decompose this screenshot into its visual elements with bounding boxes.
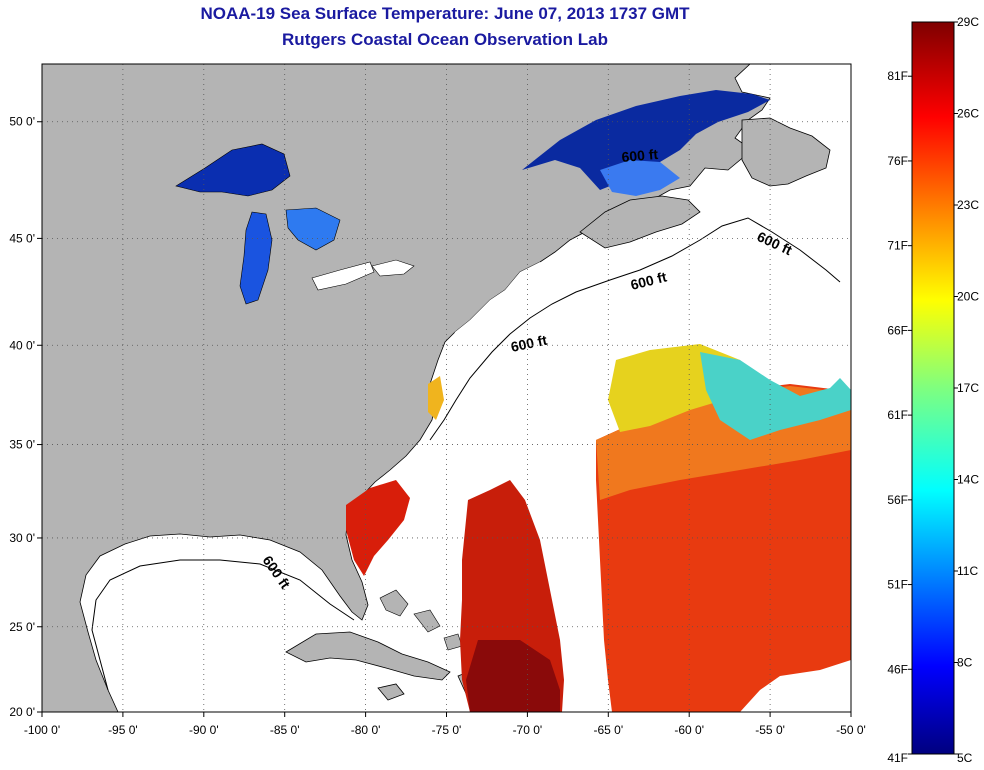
contour-label-mid-atlantic: 600 ft <box>509 332 548 355</box>
latitude-axis: 50 0' 45 0' 40 0' 35 0' 30 0' 25 0' 20 0' <box>9 115 42 719</box>
colorbar-celsius-label: 5C <box>957 751 973 765</box>
colorbar <box>911 21 955 755</box>
newfoundland-land <box>741 117 831 187</box>
lat-tick-label: 35 0' <box>9 438 35 452</box>
colorbar-ticks: 29C 26C 23C 20C 17C 14C 11C 8C 5C 81F 76F 71F 66F 61F… <box>887 15 979 765</box>
colorbar-fahrenheit-label: 76F <box>887 154 908 168</box>
lake-erie <box>311 261 375 291</box>
lon-tick-label: -50 0' <box>836 723 866 737</box>
lon-tick-label: -70 0' <box>513 723 543 737</box>
lon-tick-label: -55 0' <box>755 723 785 737</box>
sst-sargasso-darkred <box>466 640 560 712</box>
lake-huron <box>285 207 341 251</box>
lon-tick-label: -60 0' <box>674 723 704 737</box>
map-subtitle: Rutgers Coastal Ocean Observation Lab <box>282 30 608 49</box>
lat-tick-label: 45 0' <box>9 231 35 245</box>
colorbar-fahrenheit-label: 61F <box>887 408 908 422</box>
colorbar-celsius-label: 20C <box>957 290 979 304</box>
colorbar-fahrenheit-label: 66F <box>887 323 908 337</box>
lake-michigan <box>239 211 273 305</box>
sst-hatteras-yellow <box>428 376 444 420</box>
map-title: NOAA-19 Sea Surface Temperature: June 07… <box>200 4 690 23</box>
colorbar-celsius-label: 11C <box>957 564 978 578</box>
sst-carolina-red <box>346 480 410 576</box>
shelf-nodata <box>426 262 560 440</box>
colorbar-celsius-label: 8C <box>957 656 973 670</box>
lon-tick-label: -65 0' <box>593 723 623 737</box>
sst-north-cyan <box>700 352 851 440</box>
graticule <box>42 64 851 712</box>
cuba-land <box>285 631 451 681</box>
colorbar-fahrenheit-label: 56F <box>887 493 908 507</box>
colorbar-fahrenheit-label: 41F <box>887 751 908 765</box>
lon-tick-label: -95 0' <box>108 723 138 737</box>
colorbar-celsius-label: 14C <box>957 473 979 487</box>
st-lawrence-cold-water <box>522 90 770 190</box>
lon-tick-label: -85 0' <box>270 723 300 737</box>
colorbar-fahrenheit-label: 81F <box>887 69 908 83</box>
lon-tick-label: -75 0' <box>432 723 462 737</box>
lat-tick-label: 40 0' <box>9 338 35 352</box>
gulf-cold-water-light <box>600 160 680 196</box>
lon-tick-label: -100 0' <box>24 723 60 737</box>
lat-tick-label: 50 0' <box>9 115 35 129</box>
longitude-axis: -100 0' -95 0' -90 0' -85 0' -80 0' -75 0' -70… <box>24 712 866 737</box>
lon-tick-label: -80 0' <box>351 723 381 737</box>
lat-tick-label: 25 0' <box>9 620 35 634</box>
colorbar-fahrenheit-label: 51F <box>887 578 908 592</box>
lake-ontario <box>371 259 415 277</box>
lat-tick-label: 30 0' <box>9 531 35 545</box>
colorbar-celsius-label: 23C <box>957 198 979 212</box>
lon-tick-label: -90 0' <box>189 723 219 737</box>
colorbar-fahrenheit-label: 71F <box>887 239 908 253</box>
colorbar-celsius-label: 26C <box>957 107 979 121</box>
jamaica-land <box>377 683 405 701</box>
colorbar-celsius-label: 17C <box>957 381 979 395</box>
lake-superior <box>175 143 291 197</box>
lat-tick-label: 20 0' <box>9 705 35 719</box>
colorbar-celsius-label: 29C <box>957 15 979 29</box>
colorbar-fahrenheit-label: 46F <box>887 662 908 676</box>
contour-label-newfoundland: 600 ft <box>621 146 659 165</box>
isobath-600ft-contour <box>91 217 841 691</box>
nova-scotia-land <box>579 195 701 249</box>
